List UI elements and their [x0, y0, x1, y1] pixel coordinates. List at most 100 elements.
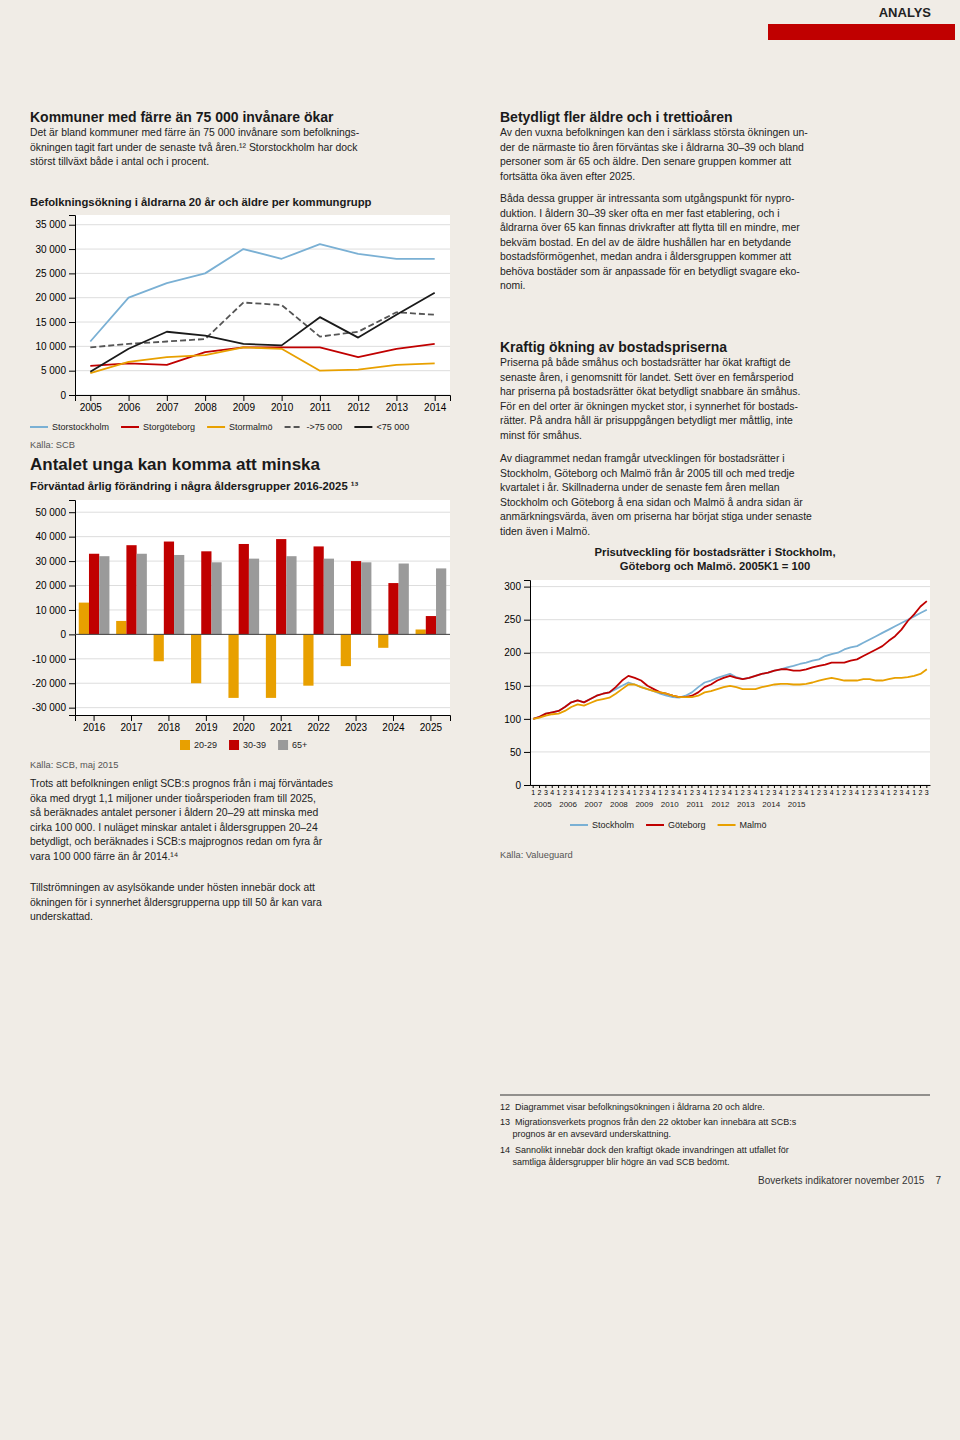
tick-label: 1 [709, 789, 713, 796]
tick: 1 [836, 785, 840, 796]
grid [75, 225, 450, 395]
bar [137, 554, 147, 635]
tick-mark [69, 634, 75, 635]
tick-label: 0 [515, 780, 521, 791]
bar [116, 621, 126, 634]
y-axis: -30 000-20 000-10 000010 00020 00030 000… [32, 501, 75, 716]
tick-label: 250 [504, 614, 521, 625]
tick: 2013 [386, 395, 409, 413]
tick: 3 [874, 785, 878, 796]
tick-mark [552, 785, 553, 788]
tick: 2 [868, 785, 872, 796]
tick-mark [69, 322, 75, 323]
tick: 3 [722, 785, 726, 796]
tick: 4 [626, 785, 630, 796]
year-label: 2009 [635, 800, 653, 809]
bar [416, 629, 426, 634]
tick-label: 3 [646, 789, 650, 796]
bar [249, 559, 259, 635]
bar [164, 542, 174, 635]
legend-item: Storstockholm [30, 422, 109, 432]
body-text: der de närmaste tio åren förväntas ske i… [500, 142, 804, 153]
body-text: Det är bland kommuner med färre än 75 00… [30, 127, 359, 138]
bar [276, 539, 286, 634]
bar [341, 634, 351, 666]
tick-label: 300 [504, 581, 521, 592]
legend-label: Malmö [740, 820, 767, 830]
year-label: 2013 [737, 800, 755, 809]
axis-line [76, 716, 451, 722]
tick-mark [609, 785, 610, 788]
tick-mark [356, 715, 357, 721]
tick: 1 [887, 785, 891, 796]
tick-label: 20 000 [35, 292, 66, 303]
body-text: Av den vuxna befolkningen kan den i särk… [500, 127, 808, 138]
year-label: 2012 [712, 800, 730, 809]
tick-label: 2 [893, 789, 897, 796]
tick-label: 1 [684, 789, 688, 796]
tick-mark [69, 512, 75, 513]
tick-mark [799, 785, 800, 788]
tick-mark [69, 610, 75, 611]
tick-label: 50 000 [35, 507, 66, 518]
tick-label: 4 [779, 789, 783, 796]
tick-mark [69, 249, 75, 250]
tick-mark [564, 785, 565, 788]
tick-mark [358, 395, 359, 401]
tick-mark [831, 785, 832, 788]
tick-mark [393, 715, 394, 721]
bar [426, 616, 436, 634]
body-text: Priserna på både småhus och bostadsrätte… [500, 357, 791, 368]
tick-mark [628, 785, 629, 788]
tick-mark [524, 620, 530, 621]
tick-label: 1 [811, 789, 815, 796]
tick: 2011 [310, 395, 332, 413]
tick: 2025 [420, 715, 443, 733]
grid-line [75, 707, 450, 708]
tick-mark [69, 659, 75, 660]
line [533, 669, 927, 719]
legend-item: Stockholm [570, 820, 634, 830]
tick-label: 2 [919, 789, 923, 796]
tick: 2016 [83, 715, 106, 733]
tick: 2007 [156, 395, 179, 413]
tick-mark [524, 719, 530, 720]
tick: 2 [766, 785, 770, 796]
tick-mark [869, 785, 870, 788]
tick-mark [901, 785, 902, 788]
tick-label: 3 [696, 789, 700, 796]
tick-mark [907, 785, 908, 788]
tick-mark [129, 395, 130, 401]
body-text: kvartalet i år. Skillnaderna under de se… [500, 482, 780, 493]
tick-mark [281, 715, 282, 721]
bar [351, 561, 361, 634]
tick-label: 3 [823, 789, 827, 796]
body-text: öka med drygt 1,1 miljoner under tioårsp… [30, 793, 316, 804]
tick: 2 [588, 785, 592, 796]
tick-label: 1 [760, 789, 764, 796]
footnote: 13 Migrationsverkets prognos från den 22… [500, 1117, 797, 1127]
grid-line [530, 619, 930, 620]
body-text: nomi. [500, 280, 525, 291]
tick-label: 5 000 [41, 365, 66, 376]
line [533, 610, 927, 719]
tick: 2 [665, 785, 669, 796]
tick-mark [69, 395, 75, 396]
tick-mark [793, 785, 794, 788]
tick-label: 2 [614, 789, 618, 796]
tick: 3 [798, 785, 802, 796]
tick-mark [774, 785, 775, 788]
tick: 2014 [424, 395, 447, 413]
tick-label: 3 [544, 789, 548, 796]
axis-line [69, 216, 76, 396]
line [90, 303, 434, 348]
body-text: ökningen för i synnerhet åldersgrupperna… [30, 897, 322, 908]
axis-line [524, 581, 531, 786]
chart-title: Befolkningsökning i åldrarna 20 år och ä… [30, 196, 372, 208]
tick-mark [837, 785, 838, 788]
tick-mark [524, 653, 530, 654]
tick: 4 [830, 785, 834, 796]
x-axis: 2005200620072008200920102011201220132014 [76, 395, 451, 413]
tick: 4 [601, 785, 605, 796]
tick-label: 2 [868, 789, 872, 796]
